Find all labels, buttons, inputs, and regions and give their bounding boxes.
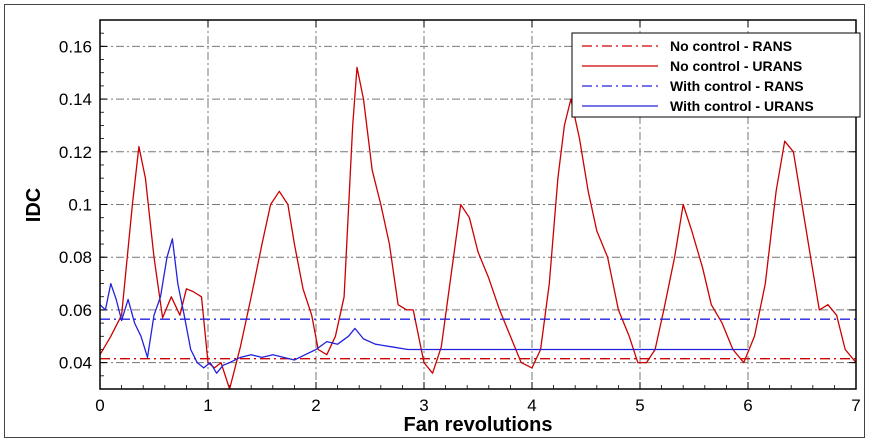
y-axis-label: IDC — [23, 188, 45, 222]
series-no-control-urans — [99, 66, 857, 390]
plot-border — [99, 19, 857, 390]
legend-label: With control - RANS — [670, 78, 804, 94]
figure-frame — [4, 4, 865, 438]
x-tick-label: 4 — [527, 396, 536, 415]
y-tick-label: 0.06 — [59, 301, 92, 320]
y-tick-label: 0.1 — [68, 196, 92, 215]
x-tick-label: 7 — [851, 396, 860, 415]
y-tick-label: 0.08 — [59, 248, 92, 267]
x-tick-label: 6 — [743, 396, 752, 415]
series-with-control-urans — [99, 238, 748, 374]
x-tick-labels: 0 1 2 3 4 5 6 7 — [95, 396, 860, 415]
y-tick-label: 0.04 — [59, 354, 92, 373]
x-tick-label: 2 — [311, 396, 320, 415]
legend-label: No control - URANS — [670, 58, 802, 74]
y-tick-label: 0.16 — [59, 37, 92, 56]
y-tick-labels: 0.04 0.06 0.08 0.1 0.12 0.14 0.16 — [59, 37, 92, 372]
y-tick-label: 0.14 — [59, 90, 92, 109]
x-axis-label: Fan revolutions — [404, 414, 553, 436]
legend-label: With control - URANS — [670, 98, 814, 114]
x-tick-label: 5 — [635, 396, 644, 415]
x-tick-label: 1 — [203, 396, 212, 415]
y-tick-label: 0.12 — [59, 143, 92, 162]
x-tick-label: 3 — [419, 396, 428, 415]
legend-box — [571, 32, 861, 118]
series-group — [99, 66, 857, 390]
legend: No control - RANS No control - URANS With … — [571, 32, 861, 118]
legend-label: No control - RANS — [670, 38, 792, 54]
x-tick-label: 0 — [95, 396, 104, 415]
